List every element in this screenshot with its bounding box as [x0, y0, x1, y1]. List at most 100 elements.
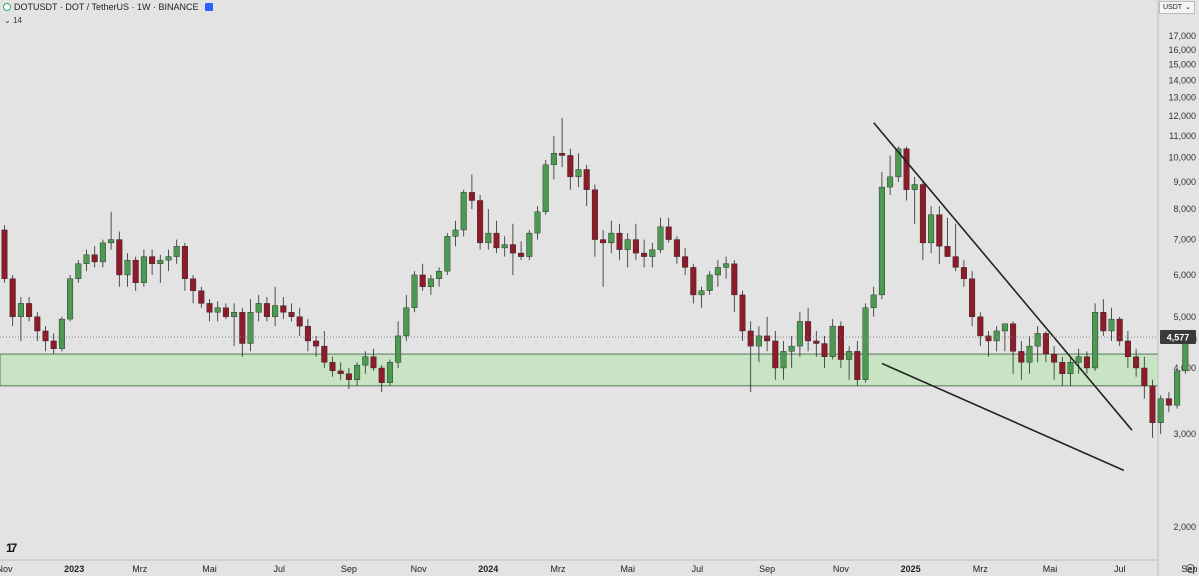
- candle-body[interactable]: [485, 232, 492, 244]
- candle-body[interactable]: [1001, 323, 1008, 332]
- candle-body[interactable]: [165, 256, 172, 261]
- candle-body[interactable]: [993, 330, 1000, 342]
- candle-body[interactable]: [321, 345, 328, 363]
- candle-body[interactable]: [280, 305, 287, 313]
- candle-body[interactable]: [140, 256, 147, 283]
- candle-body[interactable]: [132, 259, 139, 283]
- candle-body[interactable]: [960, 267, 967, 279]
- candle-body[interactable]: [1010, 323, 1017, 352]
- candle-body[interactable]: [649, 249, 656, 257]
- candle-body[interactable]: [624, 239, 631, 250]
- candle-body[interactable]: [985, 335, 992, 342]
- candle-body[interactable]: [329, 362, 336, 372]
- candle-body[interactable]: [928, 214, 935, 244]
- candle-body[interactable]: [173, 246, 180, 257]
- candle-body[interactable]: [944, 246, 951, 257]
- candle-body[interactable]: [272, 305, 279, 317]
- candle-body[interactable]: [436, 270, 443, 279]
- candle-body[interactable]: [263, 303, 270, 317]
- candle-body[interactable]: [1182, 340, 1189, 372]
- candle-body[interactable]: [108, 239, 115, 244]
- candle-body[interactable]: [386, 362, 393, 383]
- candle-body[interactable]: [99, 242, 106, 263]
- candle-body[interactable]: [698, 290, 705, 296]
- candle-body[interactable]: [936, 214, 943, 247]
- candle-body[interactable]: [870, 294, 877, 308]
- candle-body[interactable]: [42, 330, 49, 342]
- candle-body[interactable]: [952, 256, 959, 268]
- candle-body[interactable]: [190, 278, 197, 291]
- candle-body[interactable]: [354, 364, 361, 380]
- candle-body[interactable]: [690, 267, 697, 296]
- candle-body[interactable]: [157, 259, 164, 264]
- candle-body[interactable]: [337, 370, 344, 374]
- candle-body[interactable]: [1092, 312, 1099, 369]
- candle-body[interactable]: [846, 351, 853, 360]
- candle-body[interactable]: [862, 307, 869, 380]
- candle-body[interactable]: [772, 340, 779, 369]
- candle-body[interactable]: [345, 373, 352, 380]
- candle-body[interactable]: [813, 340, 820, 344]
- candle-body[interactable]: [903, 148, 910, 190]
- candle-body[interactable]: [518, 252, 525, 257]
- candle-body[interactable]: [723, 263, 730, 268]
- candle-body[interactable]: [83, 254, 90, 264]
- candle-body[interactable]: [477, 200, 484, 244]
- candle-body[interactable]: [550, 152, 557, 165]
- candle-body[interactable]: [534, 211, 541, 234]
- candle-body[interactable]: [501, 244, 508, 249]
- candle-body[interactable]: [198, 290, 205, 304]
- candle-body[interactable]: [969, 278, 976, 317]
- candle-body[interactable]: [411, 274, 418, 308]
- candle-body[interactable]: [181, 246, 188, 279]
- candle-body[interactable]: [583, 169, 590, 190]
- candle-body[interactable]: [608, 232, 615, 244]
- candle-body[interactable]: [222, 307, 229, 317]
- candle-body[interactable]: [452, 229, 459, 237]
- candle-body[interactable]: [1124, 340, 1131, 357]
- candle-body[interactable]: [575, 169, 582, 178]
- candle-body[interactable]: [673, 239, 680, 257]
- candle-body[interactable]: [977, 316, 984, 337]
- candle-body[interactable]: [34, 316, 41, 332]
- candle-body[interactable]: [58, 318, 65, 349]
- candle-body[interactable]: [50, 340, 57, 349]
- candle-body[interactable]: [1067, 362, 1074, 374]
- candle-body[interactable]: [747, 330, 754, 347]
- candle-body[interactable]: [796, 321, 803, 347]
- candle-body[interactable]: [542, 164, 549, 213]
- candle-body[interactable]: [1141, 367, 1148, 387]
- candle-body[interactable]: [805, 321, 812, 342]
- candle-body[interactable]: [444, 236, 451, 272]
- candle-body[interactable]: [362, 356, 369, 366]
- candle-body[interactable]: [854, 351, 861, 380]
- candle-body[interactable]: [706, 274, 713, 291]
- candle-body[interactable]: [559, 152, 566, 156]
- candle-body[interactable]: [1042, 333, 1049, 355]
- candle-body[interactable]: [231, 312, 238, 317]
- candle-body[interactable]: [632, 239, 639, 254]
- candle-body[interactable]: [764, 335, 771, 342]
- candle-body[interactable]: [1059, 362, 1066, 374]
- candle-body[interactable]: [1083, 356, 1090, 369]
- symbol-title[interactable]: DOTUSDT · DOT / TetherUS · 1W · BINANCE: [14, 2, 199, 12]
- candle-body[interactable]: [682, 256, 689, 268]
- settings-gear-icon[interactable]: [1186, 564, 1195, 573]
- currency-scale-button[interactable]: USDT ⌄: [1159, 1, 1195, 14]
- candle-body[interactable]: [460, 192, 467, 231]
- candle-body[interactable]: [1133, 356, 1140, 369]
- candle-body[interactable]: [288, 312, 295, 317]
- candle-body[interactable]: [1157, 398, 1164, 423]
- candle-body[interactable]: [616, 232, 623, 250]
- candle-body[interactable]: [788, 345, 795, 352]
- candle-body[interactable]: [567, 155, 574, 178]
- indicator-toggle[interactable]: ⌄ 14: [4, 16, 22, 25]
- candle-body[interactable]: [509, 244, 516, 254]
- trendline[interactable]: [881, 362, 1125, 472]
- candle-body[interactable]: [1165, 398, 1172, 406]
- candle-body[interactable]: [255, 303, 262, 313]
- candle-body[interactable]: [1174, 370, 1181, 406]
- candle-body[interactable]: [75, 263, 82, 279]
- candle-body[interactable]: [919, 184, 926, 244]
- candle-body[interactable]: [378, 367, 385, 383]
